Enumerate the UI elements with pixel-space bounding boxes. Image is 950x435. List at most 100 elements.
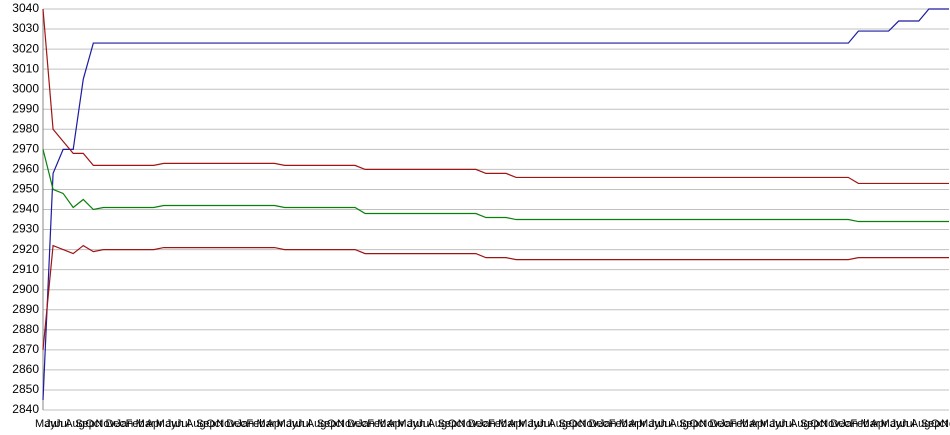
x-tick-label: Feb <box>126 418 145 430</box>
y-tick-label: 2870 <box>12 342 39 356</box>
x-tick-label: Sep <box>558 418 578 430</box>
x-tick-label: Dec <box>830 418 850 430</box>
x-tick-label: May <box>156 418 177 430</box>
x-tick-label: Jul <box>538 418 552 430</box>
y-tick-label: 2990 <box>12 101 39 115</box>
y-tick-label: 2920 <box>12 242 39 256</box>
x-tick-label: Dec <box>709 418 729 430</box>
y-tick-label: 2940 <box>12 202 39 216</box>
x-tick-label: Oct <box>206 418 223 430</box>
x-tick-label: Jul <box>659 418 673 430</box>
x-tick-label: Jul <box>780 418 794 430</box>
x-tick-label: Aug <box>669 418 689 430</box>
x-tick-label: Feb <box>367 418 386 430</box>
x-tick-label: Oct <box>85 418 102 430</box>
x-tick-label: Dec <box>468 418 488 430</box>
x-tick-label: Jan <box>116 418 134 430</box>
x-tick-label: Oct <box>810 418 827 430</box>
x-tick-label: May <box>277 418 298 430</box>
x-tick-label: Jan <box>599 418 617 430</box>
x-tick-label: Jan <box>357 418 375 430</box>
x-tick-label: Feb <box>246 418 265 430</box>
x-tick-label: Jun <box>45 418 63 430</box>
x-tick-label: Sep <box>921 418 941 430</box>
x-tick-label: Oct <box>569 418 586 430</box>
x-tick-label: Aug <box>65 418 85 430</box>
y-tick-label: 2930 <box>12 222 39 236</box>
x-tick-label: Jun <box>287 418 305 430</box>
x-tick-label: Apr <box>750 418 767 430</box>
series-line <box>42 8 949 185</box>
x-tick-label: Apr <box>871 418 888 430</box>
y-tick-label: 2890 <box>12 302 39 316</box>
series-line <box>42 244 949 350</box>
series-line <box>42 8 949 401</box>
x-tick-label: Sep <box>800 418 820 430</box>
x-tick-label: May <box>518 418 539 430</box>
x-tick-label: Feb <box>730 418 749 430</box>
y-tick-label: 2900 <box>12 282 39 296</box>
x-tick-label: Feb <box>609 418 628 430</box>
x-tick-label: Jan <box>236 418 254 430</box>
x-tick-label: Nov <box>95 418 115 430</box>
x-tick-label: Apr <box>146 418 163 430</box>
x-tick-label: Jun <box>166 418 184 430</box>
y-tick-label: 2970 <box>12 142 39 156</box>
x-tick-label: Mar <box>860 418 879 430</box>
y-tick-label: 2950 <box>12 182 39 196</box>
x-tick-label: Mar <box>377 418 396 430</box>
x-tick-label: Nov <box>337 418 357 430</box>
x-tick-label: Dec <box>226 418 246 430</box>
x-tick-label: Aug <box>790 418 810 430</box>
x-tick-label: Nov <box>216 418 236 430</box>
x-tick-label: Apr <box>508 418 525 430</box>
y-tick-label: 3000 <box>12 81 39 95</box>
x-tick-label: Feb <box>488 418 507 430</box>
y-tick-label: 2860 <box>12 362 39 376</box>
x-tick-label: Mar <box>256 418 275 430</box>
x-tick-label: Jun <box>770 418 788 430</box>
x-tick-label: Nov <box>579 418 599 430</box>
x-tick-label: Jun <box>407 418 425 430</box>
x-tick-label: Jul <box>901 418 915 430</box>
x-tick-label: Mar <box>740 418 759 430</box>
x-tick-label: Jan <box>840 418 858 430</box>
x-tick-label: Aug <box>307 418 327 430</box>
x-tick-label: Jun <box>528 418 546 430</box>
x-tick-label: May <box>397 418 418 430</box>
x-tick-label: Apr <box>629 418 646 430</box>
x-tick-label: Dec <box>589 418 609 430</box>
y-tick-label: 2880 <box>12 322 39 336</box>
y-tick-label: 2840 <box>12 402 39 416</box>
x-tick-label: Jan <box>478 418 496 430</box>
y-tick-label: 2910 <box>12 262 39 276</box>
y-tick-label: 3030 <box>12 21 39 35</box>
y-tick-label: 2980 <box>12 121 39 135</box>
x-tick-label: Oct <box>327 418 344 430</box>
x-tick-label: Oct <box>689 418 706 430</box>
x-tick-label: Sep <box>196 418 216 430</box>
x-tick-label: Aug <box>548 418 568 430</box>
x-tick-label: Aug <box>186 418 206 430</box>
x-tick-label: Sep <box>317 418 337 430</box>
x-tick-label: Jul <box>297 418 311 430</box>
x-tick-label: Nov <box>820 418 840 430</box>
x-tick-label: May <box>35 418 56 430</box>
x-tick-label: Feb <box>850 418 869 430</box>
x-tick-label: Nov <box>458 418 478 430</box>
x-tick-label: Sep <box>438 418 458 430</box>
x-tick-label: Aug <box>911 418 931 430</box>
x-tick-label: Jun <box>649 418 667 430</box>
x-tick-label: Dec <box>105 418 125 430</box>
x-tick-label: Nov <box>699 418 719 430</box>
x-tick-label: Jun <box>891 418 909 430</box>
x-tick-label: Oct <box>448 418 465 430</box>
y-tick-label: 2960 <box>12 162 39 176</box>
x-tick-label: May <box>881 418 902 430</box>
series-line <box>42 149 949 223</box>
x-tick-label: Oct <box>931 418 948 430</box>
x-tick-label: Jul <box>418 418 432 430</box>
x-tick-label: May <box>760 418 781 430</box>
y-tick-label: 3040 <box>12 1 39 15</box>
